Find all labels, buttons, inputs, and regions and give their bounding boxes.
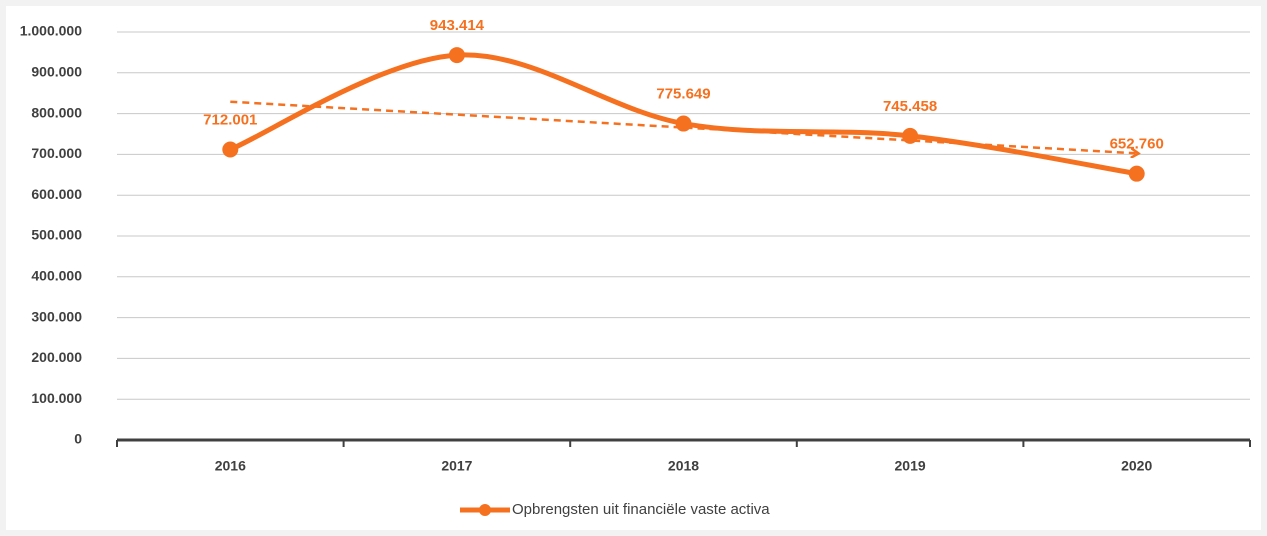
y-tick-label: 1.000.000: [20, 23, 82, 39]
y-tick-label: 0: [74, 431, 82, 447]
point-marker: [1128, 165, 1145, 182]
y-tick-label: 500.000: [31, 227, 82, 243]
y-tick-label: 300.000: [31, 308, 82, 324]
legend-marker: [479, 504, 491, 516]
y-tick-label: 200.000: [31, 349, 82, 365]
data-label: 943.414: [430, 17, 485, 34]
data-label: 775.649: [656, 86, 710, 103]
point-marker: [448, 47, 465, 64]
x-tick-label: 2016: [215, 458, 246, 474]
data-label: 745.458: [883, 98, 937, 115]
point-marker: [675, 115, 692, 132]
y-tick-label: 800.000: [31, 104, 82, 120]
chart-background: [6, 6, 1261, 530]
x-tick-label: 2017: [441, 458, 472, 474]
data-label: 652.760: [1110, 136, 1164, 153]
x-tick-label: 2018: [668, 458, 699, 474]
y-tick-label: 900.000: [31, 64, 82, 80]
y-tick-label: 600.000: [31, 186, 82, 202]
legend-label: Opbrengsten uit financiële vaste activa: [512, 501, 770, 518]
y-tick-label: 400.000: [31, 268, 82, 284]
point-marker: [222, 141, 239, 158]
x-tick-label: 2019: [895, 458, 926, 474]
y-tick-label: 100.000: [31, 390, 82, 406]
y-tick-label: 700.000: [31, 145, 82, 161]
x-tick-label: 2020: [1121, 458, 1152, 474]
point-marker: [902, 127, 919, 144]
data-label: 712.001: [203, 111, 257, 128]
